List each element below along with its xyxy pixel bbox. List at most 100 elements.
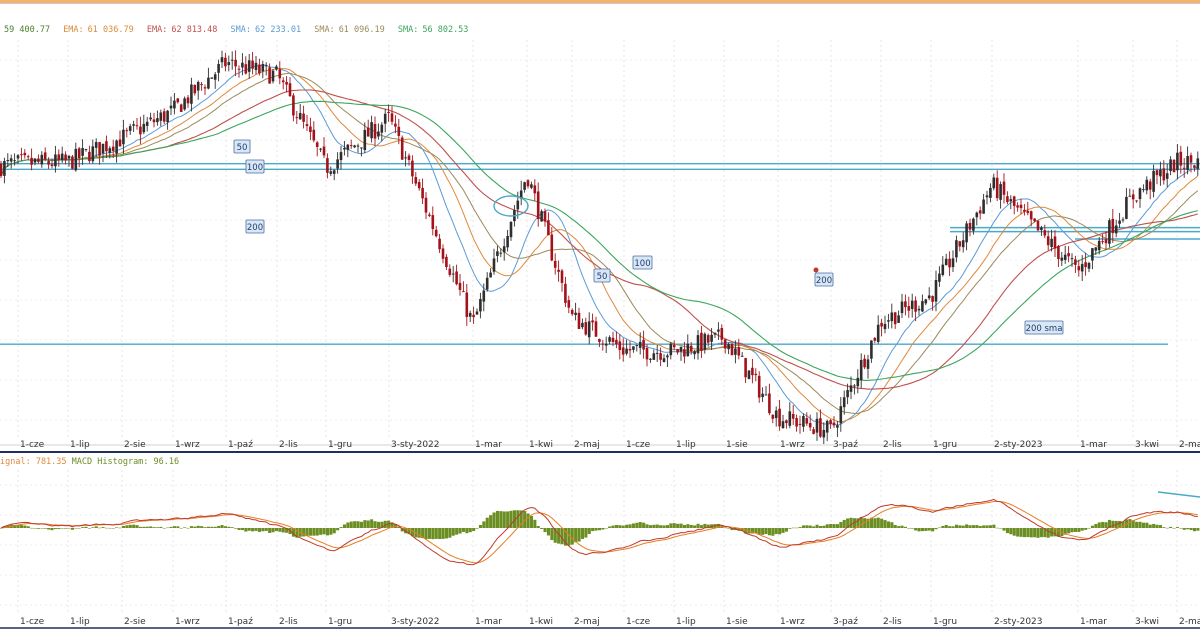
x-tick-label-macd: 2-maj (1179, 617, 1200, 627)
histogram-bar (832, 524, 836, 528)
candle-body (1012, 196, 1016, 206)
candle-body (611, 337, 615, 343)
histogram-bar (291, 528, 295, 537)
candle-body (853, 385, 856, 387)
candle-body (975, 212, 979, 218)
candle-body (764, 394, 768, 396)
candle-body (230, 59, 234, 61)
histogram-bar (948, 526, 952, 528)
candle-body (934, 280, 938, 302)
histogram-bar (478, 524, 482, 528)
histogram-bar (336, 528, 340, 531)
histogram-bar (1172, 528, 1176, 529)
candle-body (183, 98, 186, 110)
histogram-bar (397, 526, 401, 528)
histogram-bar (64, 528, 68, 529)
histogram-bar (186, 527, 190, 529)
candle-body (774, 410, 778, 419)
candle-body (863, 358, 866, 368)
candle-body (67, 155, 71, 159)
candle-body (394, 123, 397, 127)
candle-body (795, 418, 798, 427)
histogram-bar (937, 527, 941, 529)
candle-body (217, 63, 220, 73)
candle-body (370, 122, 373, 139)
histogram-bar (98, 527, 102, 529)
candle-body (985, 195, 989, 198)
candle-body (587, 321, 591, 338)
histogram-bar (169, 526, 173, 528)
histogram-bar (665, 525, 669, 528)
histogram-bar (234, 528, 238, 529)
candle-body (458, 282, 462, 290)
candle-body (904, 301, 907, 308)
histogram-bar (1026, 528, 1030, 538)
candle-body (200, 84, 203, 86)
histogram-bar (723, 527, 727, 529)
histogram-bar (975, 525, 979, 528)
x-tick-label-macd: 1-wrz (175, 617, 200, 627)
candle-body (846, 390, 849, 398)
candle-body (550, 234, 554, 261)
histogram-bar (339, 527, 343, 528)
candle-body (111, 146, 115, 151)
candle-body (81, 148, 84, 156)
candle-body (64, 154, 67, 161)
sma-50-line (0, 64, 1199, 426)
histogram-bar (438, 528, 442, 540)
candle-body (441, 248, 445, 259)
x-tick-label: 2-maj (574, 440, 600, 450)
histogram-bar (47, 528, 51, 530)
histogram-bar (1165, 527, 1169, 529)
x-tick-label: 1-mar (475, 440, 502, 450)
histogram-bar (390, 522, 394, 528)
sma200-label: 200 sma (1026, 324, 1063, 334)
histogram-bar (244, 528, 248, 532)
candle-body (757, 375, 761, 398)
candle-body (400, 137, 404, 160)
histogram-bar (322, 528, 326, 535)
histogram-bar (1104, 522, 1108, 528)
candle-body (1077, 266, 1081, 271)
ma100-label: 100 (247, 163, 263, 173)
candle-body (1104, 239, 1108, 244)
histogram-bar (271, 528, 275, 533)
candle-body (540, 211, 543, 222)
candle-body (431, 215, 435, 229)
histogram-bar (509, 510, 513, 528)
candle-body (332, 170, 336, 174)
histogram-bar (608, 526, 612, 528)
candle-body (955, 240, 958, 258)
candle-body (20, 154, 23, 156)
x-tick-label-macd: 2-maj (574, 617, 600, 627)
histogram-bar (36, 528, 40, 529)
histogram-bar (563, 528, 567, 546)
candle-body (312, 129, 316, 141)
candle-body (339, 152, 343, 161)
histogram-bar (1029, 528, 1033, 538)
histogram-bar (472, 528, 476, 532)
histogram-bar (278, 528, 282, 532)
candle-body (856, 377, 860, 387)
candle-body (234, 59, 237, 67)
candle-body (135, 125, 139, 127)
histogram-bar (203, 527, 207, 528)
candle-body (407, 155, 411, 160)
histogram-bar (257, 528, 261, 532)
histogram-bar (380, 521, 384, 528)
candle-body (128, 126, 132, 131)
histogram-bar (461, 528, 465, 532)
candle-body (353, 145, 356, 148)
candle-body (1179, 151, 1183, 166)
candle-body (417, 182, 421, 189)
candle-body (581, 322, 584, 328)
legend-item-close: 59 400.77 (4, 25, 51, 35)
x-tick-label-macd: 3-kwi (1135, 617, 1159, 627)
histogram-bar (84, 526, 88, 528)
histogram-bar (774, 528, 778, 535)
candle-body (275, 66, 278, 70)
histogram-bar (812, 526, 816, 528)
candle-body (1026, 210, 1030, 214)
histogram-bar (57, 528, 61, 529)
annotation-labels: 50 100 200 50 100 200 200 sma (233, 139, 1064, 335)
